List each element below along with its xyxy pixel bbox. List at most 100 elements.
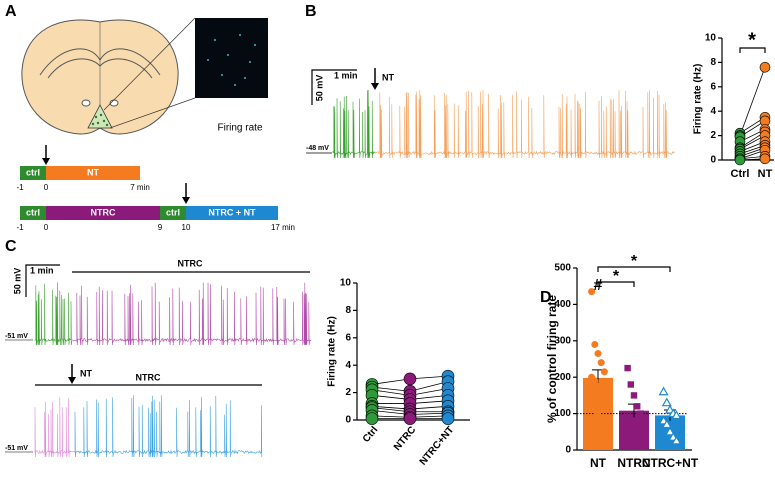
data-point	[734, 154, 746, 166]
scale-label: 50 mV	[314, 75, 324, 102]
annotation: *	[748, 29, 756, 51]
data-point	[630, 424, 638, 432]
timeline-tick: 17 min	[271, 223, 295, 232]
data-point	[594, 350, 602, 358]
x-tick-label: NTRC+NT	[418, 425, 457, 468]
trace	[332, 89, 375, 159]
y-tick-label: 2	[710, 130, 716, 141]
drug-label: NT	[80, 368, 92, 378]
data-point	[759, 153, 771, 165]
data-point	[637, 437, 644, 445]
data-point	[630, 392, 638, 399]
timeline-tick: 10	[182, 223, 191, 232]
y-tick-label: 400	[554, 299, 571, 310]
y-tick-label: 10	[705, 33, 717, 44]
baseline-label: -48 mV	[306, 145, 329, 152]
y-tick-label: 200	[554, 372, 571, 383]
data-point	[403, 412, 417, 425]
data-point	[600, 368, 608, 376]
data-point	[627, 381, 634, 388]
timeline-tick: 7 min	[130, 183, 150, 192]
y-tick-label: 300	[554, 335, 571, 346]
y-tick-label: 0	[710, 155, 716, 166]
data-point	[597, 359, 605, 367]
timeline-tick: -1	[16, 183, 24, 192]
segment-label: NTRC + NT	[208, 207, 256, 217]
data-point	[664, 426, 676, 436]
y-axis-label: % of control firing rate	[545, 295, 559, 423]
x-tick-label: Ctrl	[731, 168, 750, 180]
baseline-label: -51 mV	[5, 445, 28, 452]
drug-label: NT	[382, 72, 394, 82]
data-point	[627, 421, 634, 428]
data-point	[403, 372, 417, 386]
pair-line	[739, 67, 766, 136]
y-tick-label: 2	[345, 387, 351, 398]
panel-label: B	[305, 3, 317, 20]
x-tick-label: NT	[590, 456, 607, 470]
x-tick-label: Ctrl	[361, 424, 381, 444]
data-point	[588, 399, 596, 407]
panel-label: A	[5, 3, 17, 20]
trace	[71, 282, 312, 346]
data-point	[591, 377, 599, 385]
panel-label: D	[540, 289, 552, 306]
y-tick-label: 6	[710, 81, 716, 92]
data-point	[591, 406, 599, 414]
trace	[34, 282, 73, 346]
x-tick-label: NTRC	[392, 425, 418, 453]
scale-bar	[5, 264, 310, 453]
scale-label: 1 min	[334, 70, 358, 80]
baseline-label: -51 mV	[5, 333, 28, 340]
data-point	[624, 364, 631, 372]
segment-label: ctrl	[26, 207, 40, 217]
y-tick-label: 6	[345, 332, 351, 343]
y-tick-label: 4	[345, 360, 351, 371]
brain-diagram	[21, 17, 268, 135]
data-point	[671, 410, 682, 420]
annotation: *	[613, 268, 620, 285]
trace	[374, 89, 676, 159]
x-tick-label: NTRC	[617, 456, 651, 470]
significance-bracket	[597, 266, 671, 272]
timeline-tick: 0	[44, 183, 49, 192]
data-point	[637, 410, 644, 417]
data-point	[594, 382, 602, 390]
drug-label: NTRC	[136, 372, 161, 382]
data-point	[759, 61, 771, 73]
y-tick-label: 8	[710, 57, 716, 68]
x-tick-label: NT	[758, 168, 773, 180]
y-tick-label: 500	[554, 263, 571, 274]
data-point	[661, 397, 672, 407]
timeline	[20, 145, 278, 220]
data-point	[634, 403, 641, 410]
data-point	[591, 340, 599, 348]
data-point	[594, 411, 602, 419]
timeline-tick: -1	[16, 223, 24, 232]
data-point	[441, 412, 455, 425]
y-tick-label: 8	[345, 305, 351, 316]
significance-bracket	[739, 47, 766, 53]
x-tick-label: NTRC+NT	[642, 456, 699, 470]
y-tick-label: 4	[710, 106, 716, 117]
timeline-tick: 9	[158, 223, 163, 232]
segment-label: ctrl	[26, 167, 40, 177]
scale-label: 50 mV	[12, 268, 22, 295]
annotation: *	[631, 253, 638, 270]
y-axis-label: Firing rate (Hz)	[693, 64, 704, 135]
data-point	[658, 386, 669, 396]
trace	[74, 395, 263, 458]
y-tick-label: 0	[345, 415, 351, 426]
data-point	[600, 391, 608, 399]
data-point	[624, 414, 631, 421]
annotation: #	[594, 277, 603, 294]
data-point	[661, 419, 672, 429]
data-point	[634, 430, 641, 437]
segment-label: NT	[87, 167, 99, 177]
data-point	[365, 412, 379, 425]
timeline-tick: 0	[44, 223, 49, 232]
panel-label: C	[5, 238, 17, 255]
inset-label: Firing rate	[217, 123, 262, 134]
y-tick-label: 10	[340, 278, 352, 289]
